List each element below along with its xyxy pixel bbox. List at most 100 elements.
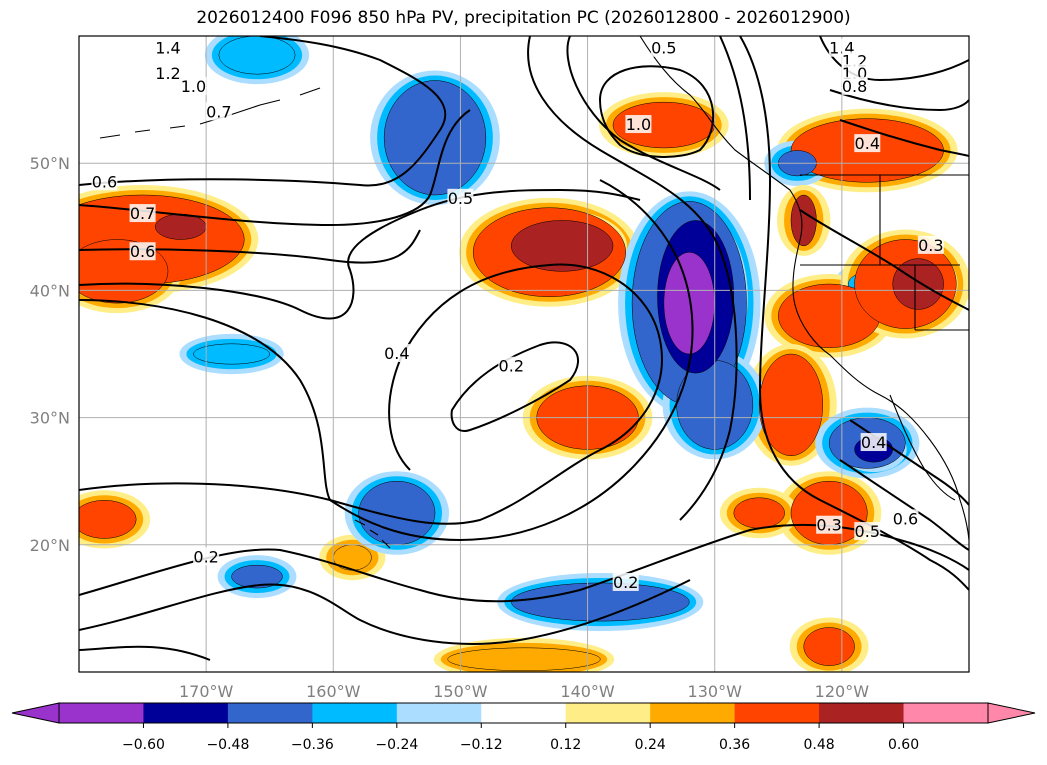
colorbar-tick-label: 0.12 <box>550 737 581 753</box>
precip-shade-region <box>79 500 137 539</box>
precip-shade-region <box>511 582 690 622</box>
colorbar-tick-label: −0.60 <box>122 737 165 753</box>
contour-label-bg <box>860 433 887 452</box>
contour-label: 0.4 <box>855 134 880 153</box>
contour-label: 1.0 <box>626 115 651 134</box>
lat-tick-label: 50°N <box>30 154 70 173</box>
longitude-axis: 170°W 160°W 150°W 140°W 130°W 120°W <box>179 682 869 701</box>
precip-shade-region <box>218 36 296 75</box>
precip-shade-region <box>663 251 715 355</box>
pv-contour <box>79 579 691 645</box>
map-panel[interactable]: 1.41.21.00.70.60.70.60.50.40.21.00.5 1.41… <box>27 26 970 681</box>
colorbar-bin <box>650 703 736 723</box>
contour-label-bg <box>650 38 677 57</box>
contour-label-bg <box>612 572 639 591</box>
hawaii-islands <box>354 519 391 549</box>
colorbar-tick-label: −0.36 <box>291 737 334 753</box>
colorbar-bin <box>819 703 905 723</box>
contour-label-bg <box>205 102 232 121</box>
colorbar-bin <box>227 703 313 723</box>
pv-contour <box>719 36 751 201</box>
precip-shade-region <box>758 353 824 457</box>
contour-label: 0.6 <box>893 509 918 528</box>
contour-label-bg <box>447 188 474 207</box>
pv-contour <box>79 36 447 187</box>
pv-contour <box>79 179 694 542</box>
precip-shade-region <box>790 194 817 247</box>
colorbar-tick-label: −0.24 <box>375 737 418 753</box>
pv-contour <box>566 36 721 191</box>
contour-label-bg <box>498 356 525 375</box>
contour-label-bg <box>193 547 220 566</box>
contour-label-bg <box>155 64 181 83</box>
precip-shade-region <box>733 497 785 529</box>
contour-label: 1.4 <box>155 39 180 58</box>
lon-tick-label: 160°W <box>306 682 361 701</box>
lon-tick-label: 170°W <box>179 682 234 701</box>
pv-contour <box>839 119 969 157</box>
coastline-north-america <box>639 36 969 541</box>
contour-label-bg <box>129 242 156 261</box>
contour-label-bg <box>180 76 207 95</box>
contour-label: 0.2 <box>499 357 524 376</box>
contour-label: 0.7 <box>206 102 231 121</box>
lon-tick-label: 120°W <box>815 682 870 701</box>
contour-label: 0.5 <box>855 522 880 541</box>
contour-label: 0.6 <box>130 242 155 261</box>
colorbar-tick-label: −0.48 <box>206 737 249 753</box>
contour-label-bg <box>854 134 881 153</box>
contour-labels: 1.41.21.00.70.60.70.60.50.40.21.00.5 1.41… <box>91 38 944 592</box>
pv-contour <box>829 89 969 112</box>
contour-label: 0.5 <box>448 189 473 208</box>
colorbar-bin <box>59 703 144 723</box>
colorbar-bin <box>396 703 482 723</box>
lat-tick-label: 40°N <box>30 281 70 300</box>
colorbar-tick-label: 0.36 <box>719 737 750 753</box>
contour-label-bg <box>155 38 181 57</box>
colorbar-tick-label: 0.24 <box>635 737 666 753</box>
pv-contour <box>598 65 714 158</box>
colorbar-under-triangle <box>11 702 60 724</box>
precip-shade-region <box>193 343 270 365</box>
contour-label-bg <box>129 204 156 223</box>
colorbar-bin <box>565 703 651 723</box>
contour-label-bg <box>91 172 118 191</box>
contour-label-bg <box>625 115 652 134</box>
colorbar-tick-label: 0.48 <box>804 737 835 753</box>
colorbar-bin <box>143 703 229 723</box>
lon-tick-label: 130°W <box>688 682 743 701</box>
pv-contour <box>79 188 641 320</box>
coastline-islands <box>99 87 321 139</box>
lon-tick-label: 140°W <box>560 682 615 701</box>
lat-tick-label: 30°N <box>30 409 70 428</box>
contour-label: 1.0 <box>181 77 206 96</box>
pv-contour <box>79 263 663 525</box>
lon-tick-label: 150°W <box>433 682 488 701</box>
pv-contour <box>527 36 738 521</box>
precip-shade-region <box>155 213 207 240</box>
pv-contour <box>799 209 969 311</box>
coastline-baja <box>889 394 956 501</box>
lat-tick-label: 20°N <box>30 536 70 555</box>
colorbar-frame <box>58 702 989 724</box>
pv-contour <box>739 36 969 591</box>
pv-contour <box>839 459 969 551</box>
contour-label: 0.7 <box>130 204 155 223</box>
contour-label-bg <box>383 344 410 362</box>
precip-shade-region <box>447 647 601 671</box>
contour-label: 0.6 <box>92 172 117 191</box>
precip-shade-region <box>231 564 283 589</box>
contour-label: 0.3 <box>918 236 943 255</box>
coastline-layer <box>99 36 969 549</box>
colorbar-tick-label: 0.60 <box>888 737 919 753</box>
contour-label-bg <box>841 76 868 95</box>
contour-label: 0.4 <box>861 433 886 452</box>
colorbar-bin <box>734 703 820 723</box>
contour-label-bg <box>816 515 843 534</box>
contour-label-bg <box>917 235 944 254</box>
contour-label: 0.2 <box>193 548 218 567</box>
colorbar-over-triangle <box>987 702 1036 724</box>
contour-label: 0.5 <box>651 39 676 58</box>
colorbar-tick-label: −0.12 <box>460 737 503 753</box>
